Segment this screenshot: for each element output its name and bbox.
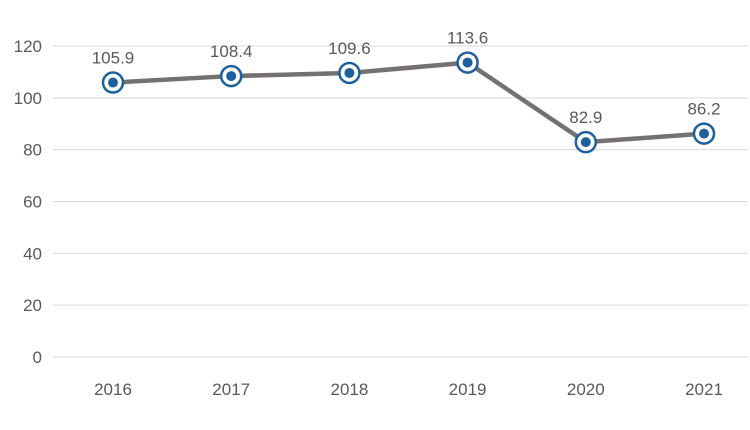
x-tick-label: 2020 (567, 380, 605, 399)
data-point (338, 61, 361, 85)
y-tick-label: 120 (14, 37, 42, 56)
series-line (110, 60, 707, 145)
data-point (692, 122, 716, 145)
x-tick-label: 2021 (685, 380, 723, 399)
y-axis: 0 20 40 60 80 100 120 (14, 37, 42, 367)
y-tick-label: 100 (14, 89, 42, 108)
data-point-marker-dot (462, 57, 473, 68)
y-tick-label: 80 (23, 141, 42, 160)
x-axis: 2016 2017 2018 2019 2020 2021 (94, 380, 723, 399)
x-tick-label: 2018 (330, 380, 368, 399)
data-labels: 105.9 108.4 109.6 113.6 82.9 86.2 (92, 29, 721, 128)
x-tick-label: 2016 (94, 380, 132, 399)
series (101, 51, 716, 154)
gridlines (53, 45, 748, 358)
data-point-marker-dot (344, 67, 355, 78)
data-point-marker-dot (226, 71, 237, 82)
data-label: 108.4 (210, 42, 253, 61)
y-tick-label: 40 (23, 244, 42, 263)
x-tick-label: 2017 (212, 380, 250, 399)
data-point (574, 130, 598, 154)
x-tick-label: 2019 (449, 380, 487, 399)
y-tick-label: 0 (33, 348, 42, 367)
data-point (101, 71, 125, 94)
data-label: 109.6 (328, 39, 371, 58)
data-label: 86.2 (687, 100, 720, 119)
y-tick-label: 20 (23, 296, 42, 315)
data-point-marker-dot (699, 128, 709, 139)
y-tick-label: 60 (23, 193, 42, 212)
data-point (456, 51, 479, 74)
data-label: 105.9 (92, 49, 135, 68)
data-point-marker-dot (108, 77, 118, 88)
data-label: 82.9 (569, 108, 602, 127)
data-point-marker-dot (580, 137, 591, 148)
data-point (219, 64, 243, 88)
data-label: 113.6 (447, 29, 488, 48)
